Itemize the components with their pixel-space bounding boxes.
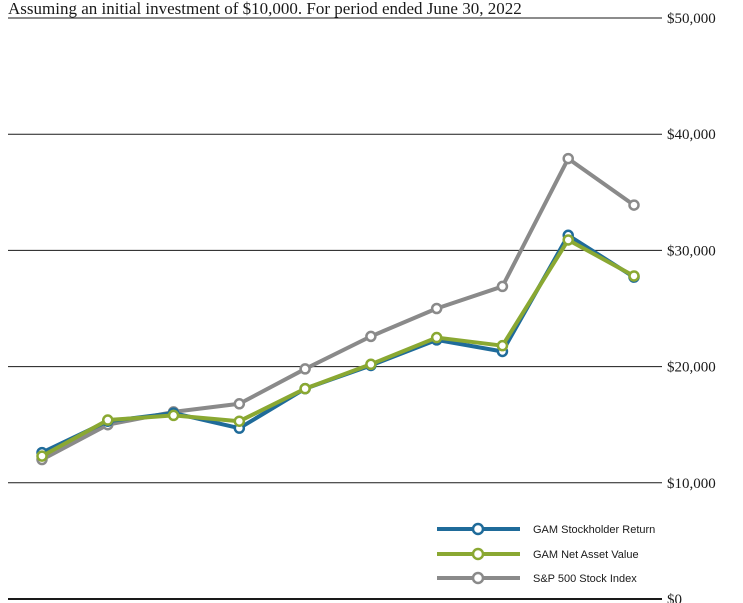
chart-subtitle: Assuming an initial investment of $10,00… <box>8 0 522 18</box>
y-tick-label: $50,000 <box>667 11 716 27</box>
data-point <box>562 152 574 165</box>
data-point <box>233 398 246 410</box>
series-line <box>40 237 636 459</box>
y-tick-label: $0 <box>667 592 682 603</box>
y-tick-label: $20,000 <box>667 360 716 376</box>
legend-swatch-marker <box>471 571 485 585</box>
series-group <box>36 229 640 459</box>
legend-label: GAM Stockholder Return <box>533 524 655 536</box>
data-point <box>365 358 377 371</box>
series-line <box>40 156 636 462</box>
legend-item: GAM Stockholder Return <box>437 522 655 536</box>
gridlines <box>8 17 662 600</box>
data-point <box>628 199 640 211</box>
legend-swatch-marker <box>471 522 485 536</box>
data-point <box>233 415 246 427</box>
data-point <box>628 270 640 282</box>
legend-label: S&P 500 Stock Index <box>533 573 637 585</box>
series-lines <box>36 152 640 466</box>
data-point <box>365 330 377 343</box>
data-point <box>430 302 443 315</box>
legend: GAM Stockholder Return GAM Net Asset Valu… <box>437 522 655 585</box>
data-point <box>299 382 311 395</box>
legend-swatch-marker <box>471 547 485 561</box>
legend-item: S&P 500 Stock Index <box>437 571 637 585</box>
series-group <box>36 234 640 462</box>
data-point <box>102 414 114 426</box>
y-axis-tick-labels: $0 $10,000 $20,000 $30,000 $40,000 $50,000 <box>667 11 716 603</box>
y-tick-label: $30,000 <box>667 243 716 259</box>
data-point <box>496 280 509 293</box>
legend-label: GAM Net Asset Value <box>533 549 639 561</box>
y-tick-label: $10,000 <box>667 476 716 492</box>
data-point <box>430 331 443 344</box>
data-point <box>562 234 574 246</box>
data-point <box>167 409 180 422</box>
data-point <box>496 339 509 352</box>
data-point <box>299 363 311 375</box>
data-point <box>36 450 48 462</box>
y-tick-label: $40,000 <box>667 127 716 143</box>
legend-item: GAM Net Asset Value <box>437 547 639 561</box>
